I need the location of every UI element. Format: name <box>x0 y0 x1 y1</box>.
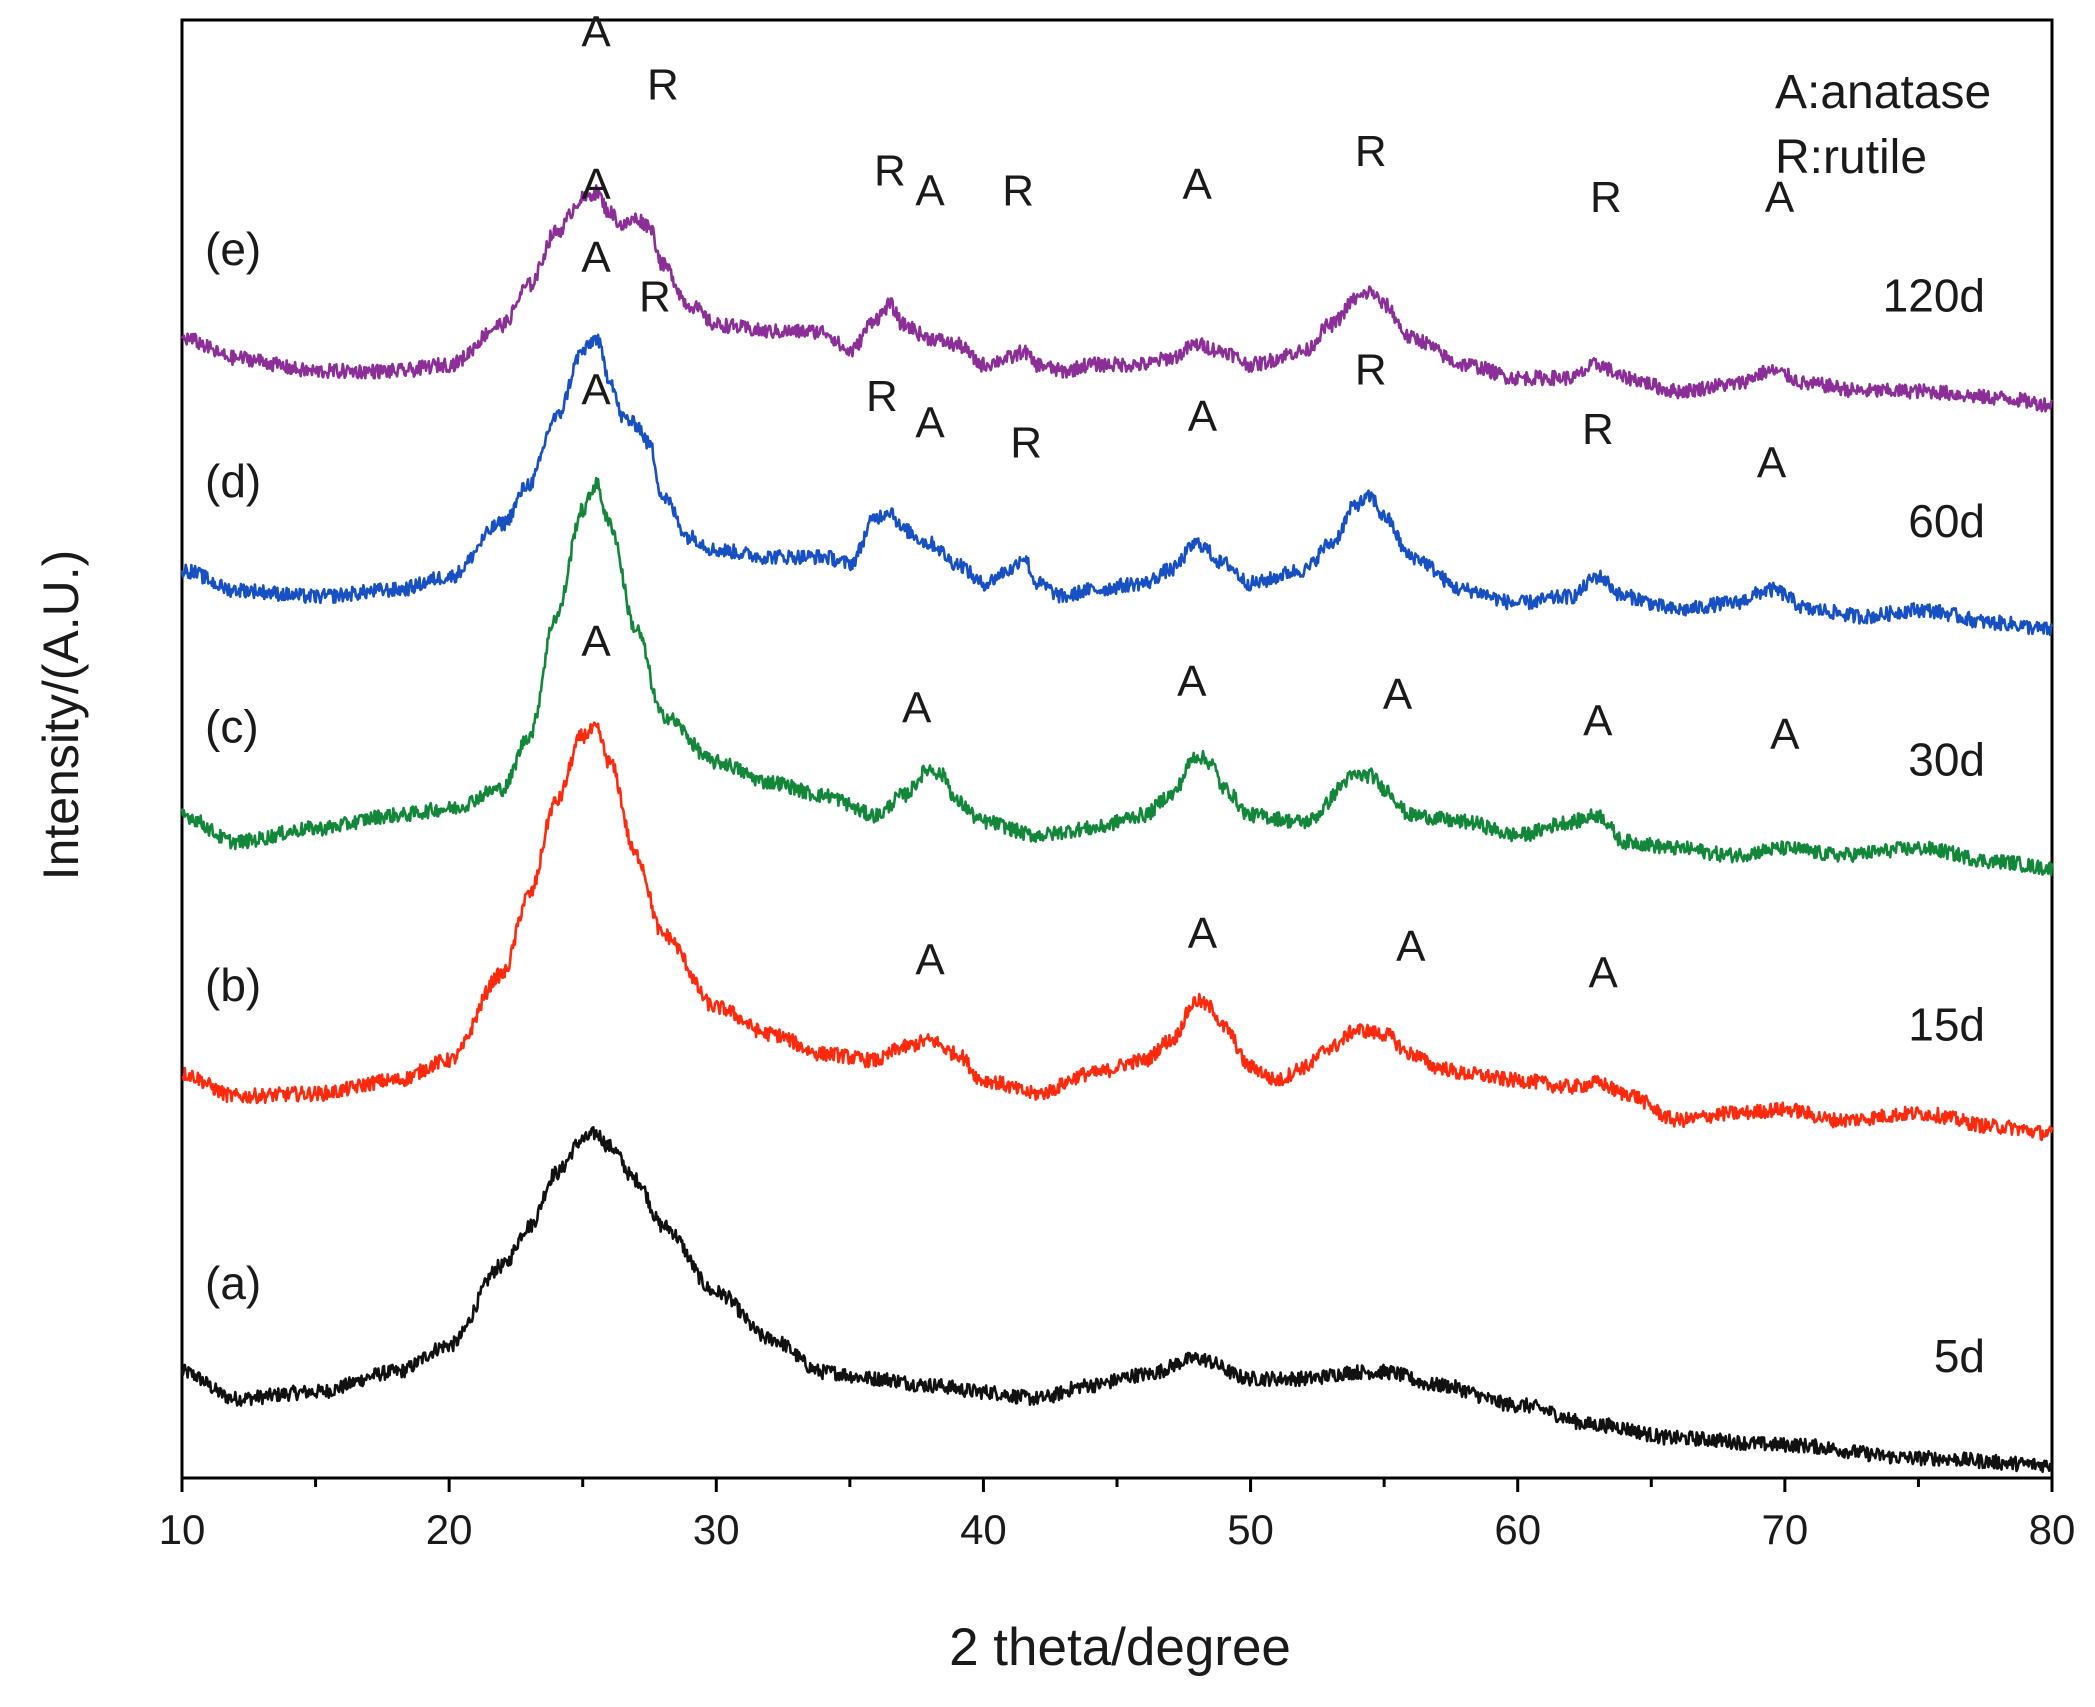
peak-label: R <box>639 273 671 322</box>
peak-label: R <box>1590 173 1622 222</box>
peak-label: A <box>1182 160 1212 209</box>
peak-label: A <box>581 8 611 57</box>
x-tick-label: 30 <box>693 1506 740 1553</box>
x-tick-label: 40 <box>960 1506 1007 1553</box>
peak-label: A <box>1188 392 1218 441</box>
peak-label: R <box>1355 346 1387 395</box>
series-group <box>180 184 2054 1474</box>
x-tick-label: 70 <box>1761 1506 1808 1553</box>
peak-label: R <box>866 372 898 421</box>
peak-label: A <box>915 167 945 216</box>
peak-label: A <box>902 683 932 732</box>
peak-label: A <box>1396 922 1426 971</box>
peak-label: R <box>647 61 679 110</box>
peak-label: A <box>915 935 945 984</box>
peak-label: A <box>1583 697 1613 746</box>
peak-label: A <box>1757 438 1787 487</box>
x-tick-label: 50 <box>1227 1506 1274 1553</box>
peak-label: A <box>1765 173 1795 222</box>
peak-label: A <box>915 399 945 448</box>
series-line-e <box>180 184 2054 413</box>
peak-label: A <box>581 617 611 666</box>
peak-label: A <box>581 365 611 414</box>
legend-anatase: A:anatase <box>1775 66 1991 119</box>
x-tick-label: 10 <box>159 1506 206 1553</box>
x-tick-label: 20 <box>426 1506 473 1553</box>
peak-label: R <box>1010 418 1042 467</box>
peak-label: A <box>1188 909 1218 958</box>
series-time-e: 120d <box>1883 270 1985 322</box>
series-label-d: (d) <box>205 455 261 507</box>
peak-label: R <box>1002 167 1034 216</box>
peak-label: A <box>581 160 611 209</box>
series-time-b: 15d <box>1908 999 1985 1051</box>
series-label-b: (b) <box>205 959 261 1011</box>
series-time-c: 30d <box>1908 734 1985 786</box>
series-label-a: (a) <box>205 1257 261 1309</box>
peak-label: A <box>1770 710 1800 759</box>
y-axis-label: Intensity/(A.U.) <box>33 550 89 881</box>
series-line-a <box>180 1126 2054 1474</box>
series-line-c <box>180 476 2054 877</box>
legend-rutile: R:rutile <box>1775 131 1927 184</box>
x-tick-label: 80 <box>2029 1506 2076 1553</box>
series-line-d <box>180 333 2054 637</box>
series-label-e: (e) <box>205 223 261 275</box>
peak-label: A <box>581 233 611 282</box>
peak-label: R <box>1355 127 1387 176</box>
peak-label: A <box>1589 949 1619 998</box>
labels: Intensity/(A.U.) 2 theta/degree A:anatas… <box>33 66 1991 1677</box>
series-time-d: 60d <box>1908 495 1985 547</box>
series-time-a: 5d <box>1934 1330 1985 1382</box>
axes: 10 20 30 40 50 60 70 80 <box>159 18 2076 1553</box>
series-label-c: (c) <box>205 700 259 752</box>
peak-label: A <box>1383 670 1413 719</box>
peak-label: R <box>874 147 906 196</box>
series-line-b <box>181 721 2054 1142</box>
x-axis-label: 2 theta/degree <box>949 1618 1291 1677</box>
x-tick-label: 60 <box>1494 1506 1541 1553</box>
peak-label: A <box>1177 657 1207 706</box>
peak-label: R <box>1582 405 1614 454</box>
